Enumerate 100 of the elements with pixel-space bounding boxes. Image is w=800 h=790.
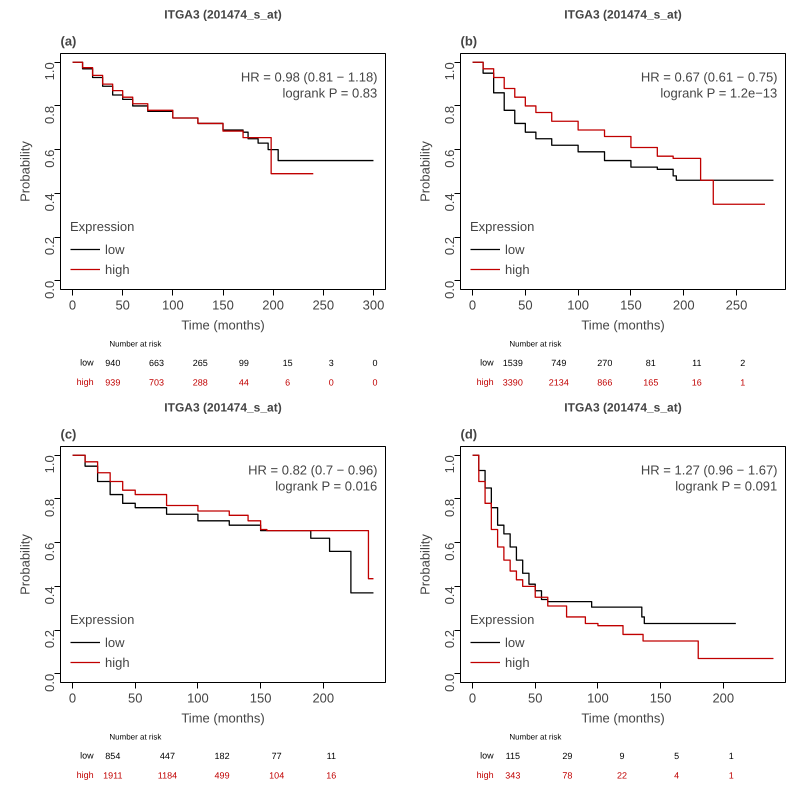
- legend-label: high: [105, 262, 130, 276]
- chart-title: ITGA3 (201474_s_at): [164, 400, 282, 414]
- text: 447: [160, 751, 175, 762]
- legend-label: high: [105, 654, 130, 670]
- text: low: [80, 750, 94, 761]
- text: 1: [728, 751, 734, 762]
- text: 0: [372, 358, 378, 368]
- text: 663: [149, 358, 164, 368]
- text: 5: [674, 751, 680, 762]
- y-tick-label: 0.2: [42, 237, 57, 256]
- x-tick-label: 100: [587, 690, 609, 706]
- text: 749: [551, 358, 566, 368]
- y-tick-label: 0.6: [42, 150, 57, 168]
- text: 939: [105, 377, 120, 388]
- x-tick-label: 50: [115, 298, 130, 312]
- text: high: [76, 376, 94, 387]
- x-tick-label: 150: [212, 298, 234, 312]
- text: 2: [740, 358, 746, 368]
- x-tick-label: 0: [468, 690, 476, 706]
- text: 11: [326, 751, 336, 762]
- text: 6: [285, 377, 290, 388]
- y-axis-title: Probability: [418, 534, 432, 595]
- y-tick-label: 0.8: [42, 498, 57, 518]
- y-tick-label: 0.2: [442, 630, 457, 648]
- text: 288: [192, 377, 208, 388]
- legend-label: low: [505, 242, 525, 256]
- x-tick-label: 100: [567, 298, 589, 312]
- annotation: logrank P = 0.091: [675, 478, 778, 494]
- text: (c): [60, 426, 76, 442]
- y-tick-label: 0.2: [442, 237, 457, 256]
- legend-label: high: [505, 654, 530, 670]
- text: high: [476, 376, 494, 387]
- y-tick-label: 1.0: [442, 455, 457, 474]
- legend-title: Expression: [70, 612, 134, 627]
- x-tick-label: 0: [68, 690, 76, 706]
- text: 343: [505, 770, 520, 780]
- annotation: HR = 1.27 (0.96 − 1.67): [640, 462, 778, 478]
- text: 866: [597, 377, 612, 388]
- y-tick-label: 0.8: [442, 106, 457, 124]
- y-tick-label: 0.6: [442, 150, 457, 168]
- legend-label: low: [505, 634, 525, 650]
- text: 1911: [103, 770, 122, 780]
- text: 77: [272, 751, 282, 762]
- x-tick-label: 150: [250, 690, 272, 706]
- y-tick-label: 0.2: [42, 630, 57, 648]
- text: low: [480, 358, 494, 368]
- text: 854: [105, 751, 120, 762]
- text: 0: [328, 377, 334, 388]
- x-axis-title: Time (months): [181, 318, 265, 332]
- y-tick-label: 1.0: [42, 62, 57, 80]
- text: (b): [460, 34, 478, 48]
- y-tick-label: 0.6: [42, 542, 57, 561]
- text: 11: [692, 358, 702, 368]
- chart-title: ITGA3 (201474_s_at): [564, 8, 682, 22]
- y-tick-label: 0.6: [442, 542, 457, 561]
- text: low: [480, 750, 494, 761]
- y-axis-title: Probability: [18, 140, 32, 202]
- text: 1: [728, 770, 734, 780]
- text: 0: [372, 377, 378, 388]
- chart-title: ITGA3 (201474_s_at): [164, 8, 282, 22]
- x-tick-label: 0: [468, 298, 476, 312]
- text: (a): [60, 34, 76, 48]
- legend-title: Expression: [470, 219, 534, 234]
- text: 16: [692, 377, 702, 388]
- text: 270: [597, 358, 612, 368]
- text: 1: [740, 377, 746, 388]
- text: 115: [506, 751, 520, 762]
- text: 2134: [548, 377, 569, 388]
- x-tick-label: 200: [672, 298, 695, 312]
- x-tick-label: 100: [187, 690, 209, 706]
- y-tick-label: 0.4: [42, 193, 57, 212]
- text: 3: [328, 358, 334, 368]
- text: 22: [617, 770, 628, 780]
- text: 703: [149, 377, 164, 388]
- text: low: [80, 358, 94, 368]
- text: 16: [326, 770, 336, 780]
- text: 4: [674, 770, 680, 780]
- annotation: logrank P = 0.83: [282, 86, 378, 100]
- legend-label: low: [105, 634, 125, 650]
- x-axis-title: Time (months): [181, 710, 265, 726]
- text: 182: [214, 751, 230, 762]
- legend-label: high: [505, 262, 530, 276]
- y-tick-label: 0.0: [442, 674, 457, 692]
- text: (d): [460, 426, 478, 442]
- text: 499: [214, 770, 230, 780]
- x-tick-label: 150: [620, 298, 642, 312]
- x-tick-label: 250: [312, 298, 334, 312]
- text: 99: [238, 358, 249, 368]
- text: 44: [238, 377, 249, 388]
- y-tick-label: 1.0: [42, 455, 57, 474]
- annotation: logrank P = 0.016: [275, 478, 378, 494]
- text: 3390: [502, 377, 523, 388]
- legend-label: low: [105, 242, 125, 256]
- x-axis-title: Time (months): [581, 318, 665, 332]
- y-tick-label: 0.0: [42, 674, 57, 692]
- x-tick-label: 250: [726, 298, 748, 312]
- y-tick-label: 0.0: [442, 280, 457, 299]
- text: 940: [105, 358, 120, 368]
- chart-title: ITGA3 (201474_s_at): [564, 400, 682, 414]
- text: 265: [192, 358, 208, 368]
